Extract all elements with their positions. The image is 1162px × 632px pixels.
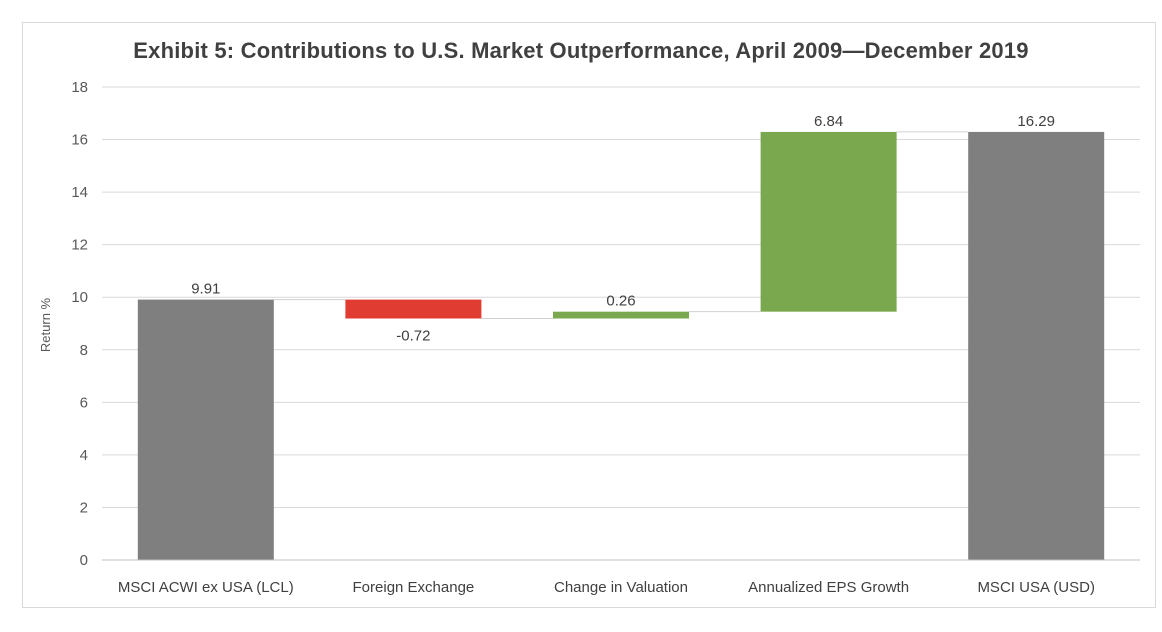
bar xyxy=(968,131,1105,560)
bar xyxy=(137,299,274,560)
y-tick-label: 4 xyxy=(80,447,88,464)
data-label: -0.72 xyxy=(396,328,430,345)
chart-title: Exhibit 5: Contributions to U.S. Market … xyxy=(133,38,1029,63)
connector-lines xyxy=(273,131,969,320)
bar xyxy=(553,311,689,319)
data-label: 9.91 xyxy=(191,281,220,298)
y-tick-label: 12 xyxy=(71,237,88,254)
y-tick-label: 14 xyxy=(71,184,88,201)
x-tick-label: Change in Valuation xyxy=(554,579,688,596)
y-axis-ticks: 0 2 4 6 8 10 12 14 16 18 xyxy=(71,79,88,569)
bar xyxy=(345,299,482,319)
bars xyxy=(137,131,1105,560)
data-label: 6.84 xyxy=(814,113,843,130)
data-labels: 9.91 -0.72 0.26 6.84 16.29 xyxy=(191,113,1055,345)
y-tick-label: 2 xyxy=(80,499,88,516)
y-tick-label: 18 xyxy=(71,79,88,96)
y-axis-label: Return % xyxy=(38,297,53,352)
x-axis-ticks: MSCI ACWI ex USA (LCL) Foreign Exchange Ch… xyxy=(118,579,1095,596)
gridlines xyxy=(102,86,1140,508)
y-tick-label: 10 xyxy=(71,289,88,306)
data-label: 16.29 xyxy=(1017,113,1055,130)
y-tick-label: 6 xyxy=(80,394,88,411)
x-tick-label: Foreign Exchange xyxy=(353,579,475,596)
data-label: 0.26 xyxy=(606,293,635,310)
y-tick-label: 16 xyxy=(71,132,88,149)
y-tick-label: 0 xyxy=(80,552,88,569)
x-tick-label: Annualized EPS Growth xyxy=(748,579,909,596)
x-tick-label: MSCI USA (USD) xyxy=(977,579,1095,596)
bar xyxy=(760,131,897,312)
x-tick-label: MSCI ACWI ex USA (LCL) xyxy=(118,579,294,596)
y-tick-label: 8 xyxy=(80,342,88,359)
